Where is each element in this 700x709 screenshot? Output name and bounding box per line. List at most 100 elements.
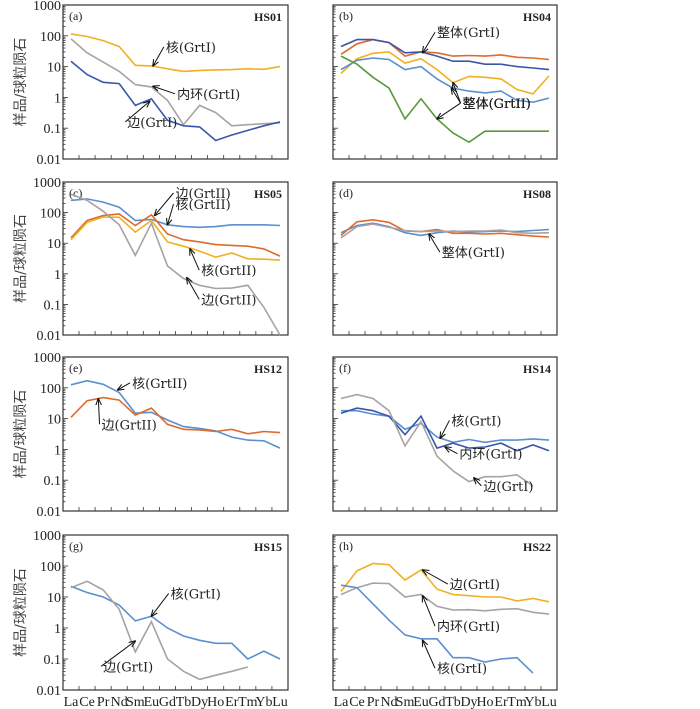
- x-tick-label: Er: [225, 695, 239, 709]
- x-tick-label: Lu: [541, 695, 557, 709]
- y-tick-label: 0.1: [44, 653, 62, 668]
- x-tick-label: Nd: [380, 695, 397, 709]
- annotation-label: 核(GrtII): [176, 198, 231, 213]
- panel-label: (f): [339, 361, 351, 375]
- y-tick-label: 10: [47, 413, 61, 428]
- x-tick-label: Dy: [191, 695, 208, 709]
- y-tick-label: 100: [40, 30, 61, 45]
- series-line: [70, 585, 281, 660]
- x-tick-label: La: [64, 695, 80, 709]
- x-tick-label: Ho: [207, 695, 224, 709]
- y-tick-label: 100: [40, 382, 61, 397]
- x-tick-label: Pr: [97, 695, 110, 709]
- x-tick-label: Sm: [126, 695, 145, 709]
- y-tick-label: 1000: [33, 351, 61, 366]
- sample-name: HS01: [254, 10, 282, 24]
- x-tick-label: Ce: [349, 695, 365, 709]
- annotation-label: 核(GrtII): [201, 264, 256, 279]
- annotation-arrow: [190, 249, 200, 271]
- annotation-label: 整体(GrtI): [442, 246, 505, 261]
- annotation-label: 核(GrtI): [166, 41, 216, 56]
- annotation-arrow: [167, 203, 174, 225]
- annotation-label: 核(GrtI): [437, 662, 487, 677]
- y-tick-label: 0.1: [44, 298, 62, 313]
- annotation-arrow: [474, 478, 482, 487]
- y-tick-label: 100: [40, 207, 61, 222]
- y-axis-label: 样品/球粒陨石: [13, 214, 29, 303]
- series-line: [70, 396, 281, 435]
- annotation-label: 核(GrtI): [171, 587, 221, 602]
- series-line: [340, 51, 550, 95]
- series-line: [341, 409, 550, 444]
- series-line: [340, 407, 550, 452]
- sample-name: HS14: [523, 362, 551, 376]
- series-line: [70, 193, 281, 336]
- annotation-arrow: [153, 86, 176, 95]
- x-tick-label: Tb: [176, 695, 192, 709]
- x-tick-label: Nd: [111, 695, 128, 709]
- series-line: [340, 584, 534, 674]
- annotation-label: 核(GrtII): [132, 377, 187, 392]
- series-line: [70, 60, 281, 142]
- series-line: [70, 33, 281, 73]
- x-tick-label: Ho: [476, 695, 493, 709]
- sample-name: HS05: [254, 187, 282, 201]
- annotation-label: 边(GrtII): [102, 418, 157, 433]
- annotation-label: 内环(GrtI): [437, 619, 500, 635]
- y-tick-label: 1: [54, 91, 61, 106]
- panel-label: (b): [339, 9, 353, 23]
- annotation-label: 内环(GrtI): [177, 87, 240, 103]
- x-tick-label: Tb: [445, 695, 461, 709]
- y-tick-label: 0.01: [37, 505, 62, 520]
- annotation-label: 边(GrtI): [103, 660, 153, 675]
- series-line: [340, 218, 550, 238]
- annotation-arrow: [423, 640, 436, 669]
- panel-f: (f) HS14 核(GrtI) 内环(GrtI) 边(GrtI): [332, 356, 558, 512]
- annotation-arrow: [437, 102, 461, 119]
- x-tick-label: Tm: [507, 695, 527, 709]
- sample-name: HS08: [523, 187, 551, 201]
- series-line: [340, 562, 550, 603]
- panel-label: (d): [339, 186, 353, 200]
- plot-frame: [62, 4, 289, 160]
- y-tick-label: 1: [54, 268, 61, 283]
- x-tick-label: Tm: [238, 695, 258, 709]
- x-tick-label: Lu: [272, 695, 288, 709]
- x-tick-label: La: [334, 695, 350, 709]
- annotation-label: 核(GrtI): [451, 414, 501, 429]
- annotation-arrow: [445, 447, 458, 455]
- y-tick-label: 1: [54, 622, 61, 637]
- annotation-arrow: [155, 192, 174, 216]
- x-tick-label: Eu: [413, 695, 429, 709]
- sample-name: HS12: [254, 362, 282, 376]
- annotation-label: 整体(GrtI): [437, 26, 500, 41]
- annotation-label: 整体(GrtII): [463, 97, 531, 112]
- y-axis-label: 样品/球粒陨石: [13, 568, 29, 657]
- y-axis-label: 样品/球粒陨石: [13, 38, 29, 127]
- annotation-arrow: [429, 234, 441, 253]
- annotation-arrow: [118, 382, 131, 390]
- series-line: [340, 38, 550, 61]
- panel-label: (a): [69, 9, 82, 23]
- series-line: [70, 580, 249, 681]
- y-tick-label: 10: [47, 61, 61, 76]
- series-line: [340, 38, 550, 71]
- x-tick-label: Yb: [524, 695, 541, 709]
- x-tick-label: Sm: [396, 695, 415, 709]
- y-tick-label: 100: [40, 560, 61, 575]
- x-tick-label: Pr: [367, 695, 380, 709]
- panel-d: (d) HS08 整体(GrtI): [332, 181, 558, 336]
- series-line: [70, 379, 281, 449]
- y-tick-label: 0.1: [44, 474, 62, 489]
- y-tick-label: 1000: [33, 0, 61, 14]
- series-line: [340, 57, 550, 104]
- series-line: [70, 198, 281, 229]
- annotation-arrow: [423, 596, 436, 627]
- y-tick-label: 0.1: [44, 122, 62, 137]
- annotation-label: 边(GrtI): [483, 480, 533, 495]
- series-line: [70, 213, 281, 257]
- x-tick-label: Eu: [144, 695, 160, 709]
- y-tick-label: 10: [47, 591, 61, 606]
